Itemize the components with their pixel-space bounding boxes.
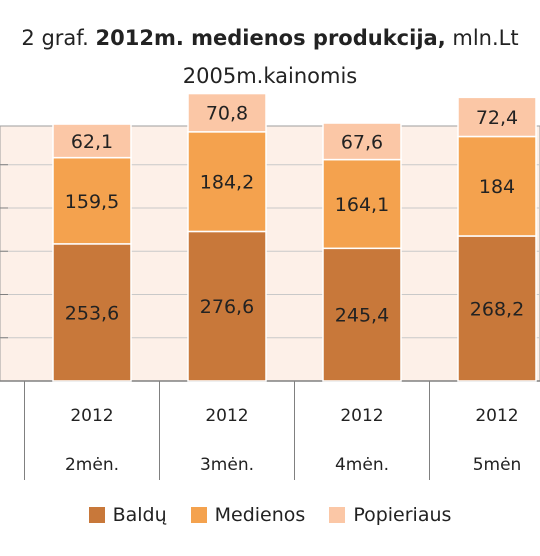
data-label: 253,6 [65,302,119,324]
data-label: 276,6 [200,296,254,318]
x-tick-label-year: 2012 [340,406,383,426]
legend-item-popieriaus: Popieriaus [329,504,451,526]
stacked-bar-chart: 253,6 159,5 62,1 2012 2mėn. 276,6 184,2 70,8 201… [0,92,540,480]
x-tick-label-year: 2012 [475,406,518,426]
x-tick-label-month: 2mėn. [65,455,119,475]
bar-medienos-1 [187,131,267,233]
chart-subtitle: 2005m.kainomis [182,64,358,88]
legend-label-medienos: Medienos [214,504,306,526]
data-label: 184,2 [200,172,254,194]
x-tick-label-year: 2012 [205,406,248,426]
legend-swatch-baldu [88,507,105,523]
bar-popieriaus-3 [457,96,537,138]
legend-swatch-popieriaus [329,507,346,523]
bar-bald-0 [52,243,132,382]
data-label: 72,4 [476,107,518,129]
x-tick-label-month: 4mėn. [335,455,389,475]
bar-bald-1 [187,230,267,382]
title-prefix: 2 graf. [21,26,96,50]
data-label: 164,1 [335,194,389,216]
bar-popieriaus-2 [322,122,402,161]
bar-bald-2 [322,247,402,382]
data-label: 67,6 [341,131,383,153]
data-label: 184 [479,176,515,198]
chart-title: 2 graf. 2012m. medienos produkcija, mln.… [0,26,540,50]
x-tick-label-month: 3mėn. [200,455,254,475]
data-label: 70,8 [206,103,248,125]
data-label: 62,1 [71,131,113,153]
bar-medienos-3 [457,135,537,237]
legend-label-popieriaus: Popieriaus [353,504,452,526]
legend-label-baldu: Baldų [112,504,167,526]
x-tick-label-month: 5mėn [473,455,522,475]
bar-bald-3 [457,235,537,382]
data-label: 159,5 [65,191,119,213]
data-label: 268,2 [470,298,524,320]
legend: Baldų Medienos Popieriaus [0,504,540,526]
data-label: 245,4 [335,305,389,327]
x-tick-label-year: 2012 [70,406,113,426]
bar-popieriaus-1 [187,92,267,133]
bar-popieriaus-0 [52,123,132,159]
legend-swatch-medienos [190,507,207,523]
legend-item-baldu: Baldų [88,504,167,526]
legend-item-medienos: Medienos [190,504,306,526]
title-bold: 2012m. medienos produkcija, [95,26,446,50]
title-suffix: mln.Lt [445,26,519,50]
